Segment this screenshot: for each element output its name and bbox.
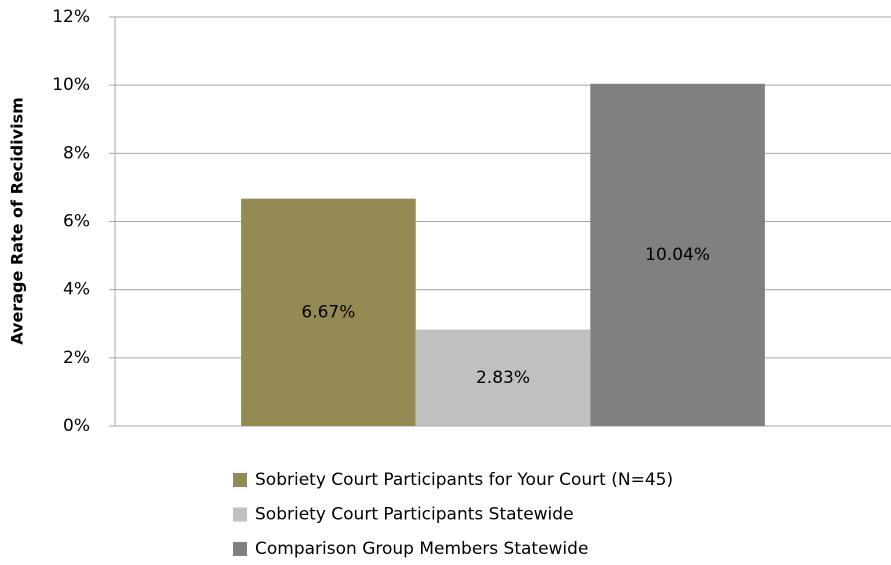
- data-label: 6.67%: [301, 302, 355, 322]
- y-tick-label: 0%: [63, 416, 90, 436]
- y-tick-label: 4%: [63, 280, 90, 300]
- y-axis-label: Average Rate of Recidivism: [8, 97, 27, 345]
- y-tick-label: 10%: [52, 75, 90, 95]
- y-tick-label: 8%: [63, 143, 90, 163]
- data-label: 10.04%: [645, 245, 710, 265]
- legend-label: Sobriety Court Participants Statewide: [255, 505, 574, 525]
- legend-label: Comparison Group Members Statewide: [255, 539, 588, 559]
- bar: [241, 198, 416, 426]
- y-tick-label: 12%: [52, 7, 90, 27]
- legend-swatch: [233, 473, 247, 487]
- y-tick-label: 6%: [63, 212, 90, 232]
- bar: [590, 83, 765, 426]
- y-tick-label: 2%: [63, 348, 90, 368]
- legend-swatch: [233, 507, 247, 522]
- legend-label: Sobriety Court Participants for Your Cou…: [255, 470, 673, 490]
- data-label: 2.83%: [476, 368, 530, 388]
- legend-swatch: [233, 542, 247, 556]
- bar: [415, 329, 591, 426]
